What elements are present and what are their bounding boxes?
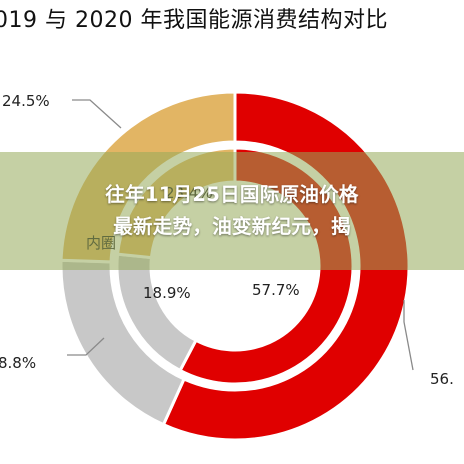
headline-banner[interactable]: 往年11月25日国际原油价格 最新走势，油变新纪元，揭 xyxy=(0,152,464,270)
outer-leader-1 xyxy=(67,337,105,356)
leader-lines xyxy=(67,99,414,371)
outer-label-1: 8.8% xyxy=(0,354,36,372)
inner-label-1: 18.9% xyxy=(143,284,191,302)
chart-title: 019 与 2020 年我国能源消费结构对比 xyxy=(0,8,388,33)
outer-label-2: 24.5% xyxy=(2,92,50,110)
outer-leader-0 xyxy=(403,300,414,371)
headline-line-1: 往年11月25日国际原油价格 xyxy=(105,183,359,206)
outer-leader-2 xyxy=(72,99,122,129)
inner-label-0: 57.7% xyxy=(252,281,300,299)
headline-line-2: 最新走势，油变新纪元，揭 xyxy=(113,215,351,238)
outer-label-0: 56. xyxy=(430,370,454,388)
